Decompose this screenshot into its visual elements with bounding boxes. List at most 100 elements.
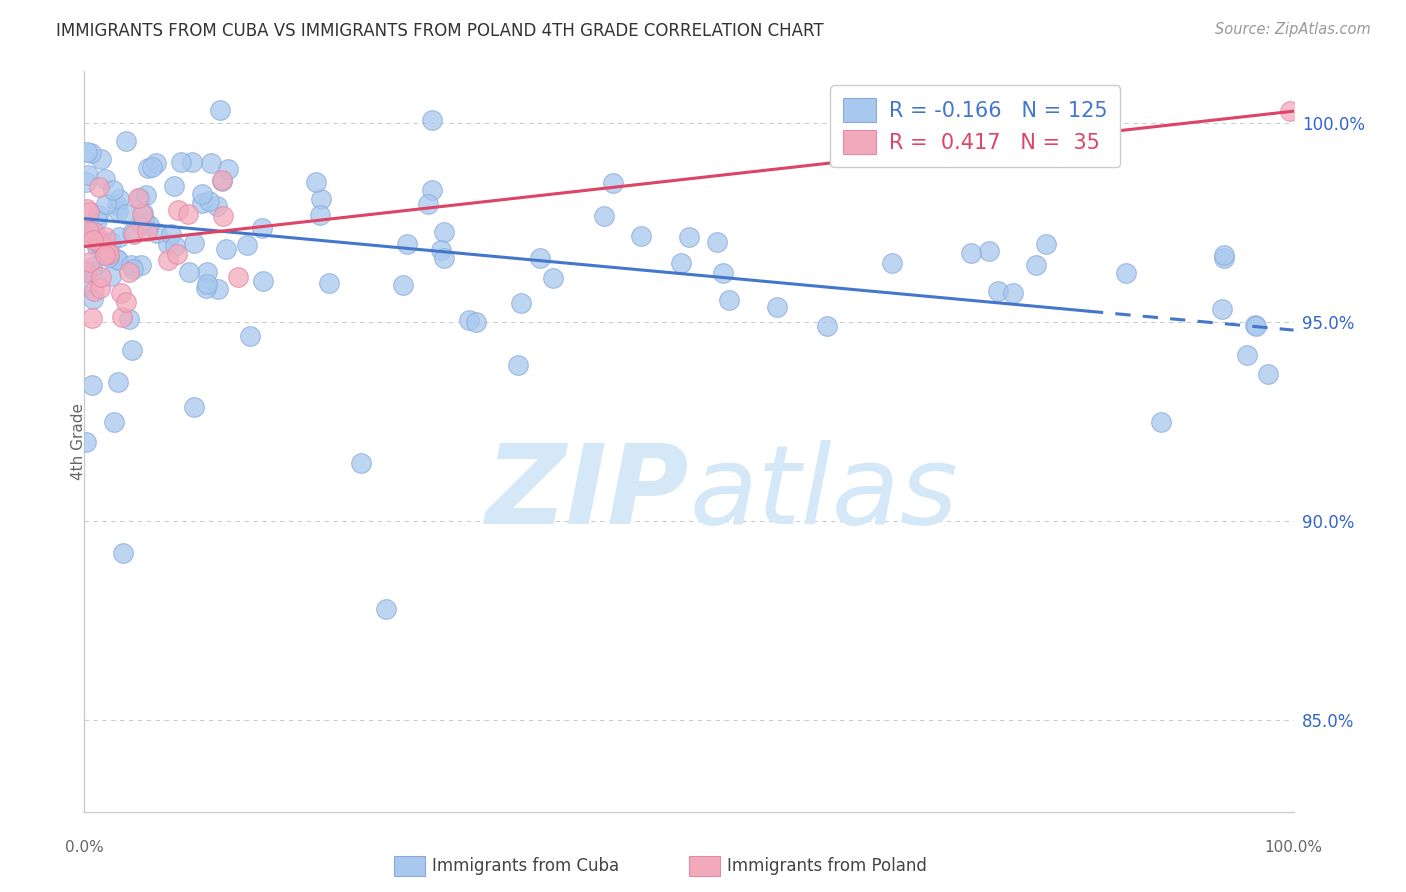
Point (181, 155, 204, 169)
Point (508, 358, 530, 372)
Point (134, 213, 156, 227)
Point (706, 235, 728, 249)
Point (678, 230, 700, 244)
Point (374, 601, 396, 615)
Point (107, 204, 129, 219)
Point (191, 187, 214, 202)
Point (183, 235, 205, 250)
Point (138, 219, 160, 233)
Point (208, 103, 231, 117)
Point (115, 134, 138, 148)
Point (250, 221, 273, 235)
Point (79, 255, 101, 269)
Point (89, 235, 111, 250)
Point (83, 285, 105, 299)
Point (217, 161, 239, 176)
Point (195, 265, 218, 279)
Point (82, 378, 104, 392)
Point (205, 199, 228, 213)
Point (195, 277, 218, 291)
Point (959, 246, 981, 260)
Point (111, 310, 134, 324)
Point (90, 153, 112, 167)
Point (79, 224, 101, 238)
Point (1257, 367, 1279, 381)
Point (630, 229, 652, 244)
Point (135, 187, 157, 202)
Point (177, 265, 200, 279)
Point (430, 243, 453, 257)
Text: 100.0%: 100.0% (1264, 840, 1323, 855)
Point (136, 161, 159, 175)
Point (160, 227, 183, 242)
Point (987, 284, 1010, 298)
Point (127, 191, 149, 205)
Point (163, 179, 186, 194)
Point (105, 252, 128, 266)
Point (200, 156, 222, 170)
Point (228, 269, 250, 284)
Point (128, 191, 150, 205)
Point (236, 238, 259, 252)
Point (717, 293, 740, 307)
Point (94, 229, 117, 244)
Point (593, 209, 616, 223)
Point (107, 253, 129, 268)
Point (391, 277, 413, 292)
Point (89, 235, 111, 249)
Point (107, 198, 129, 212)
Point (89, 281, 111, 295)
Point (350, 456, 373, 470)
Point (529, 251, 551, 265)
Point (194, 281, 217, 295)
Point (94, 172, 117, 186)
Point (80, 263, 103, 277)
Point (86, 236, 108, 251)
Point (103, 415, 125, 429)
Point (170, 155, 193, 169)
Point (211, 173, 233, 187)
Point (86, 212, 108, 227)
Point (98, 250, 121, 264)
Point (309, 208, 332, 222)
Point (215, 242, 238, 256)
Point (979, 244, 1001, 259)
Point (671, 255, 693, 269)
Point (79, 226, 101, 240)
Point (420, 183, 443, 197)
Point (94, 248, 117, 262)
Point (124, 227, 146, 242)
Point (121, 261, 143, 276)
Point (83, 226, 105, 240)
Point (86, 208, 108, 222)
Point (318, 276, 340, 290)
Point (100, 268, 122, 283)
Point (80, 260, 103, 274)
Point (1035, 236, 1057, 251)
Point (75, 175, 97, 189)
Point (82, 293, 104, 307)
Point (110, 285, 132, 300)
Point (416, 196, 439, 211)
Point (157, 253, 180, 268)
Point (1115, 266, 1137, 280)
Point (1002, 286, 1025, 301)
Point (207, 282, 229, 296)
Point (311, 192, 333, 206)
Point (97, 245, 120, 260)
Point (1025, 258, 1047, 272)
Point (94, 245, 117, 260)
Point (107, 375, 129, 389)
Point (880, 256, 903, 270)
Point (115, 294, 138, 309)
Point (1212, 248, 1234, 262)
Point (458, 312, 481, 326)
Point (191, 196, 214, 211)
Point (131, 207, 153, 221)
Point (166, 247, 188, 261)
Point (89, 235, 111, 249)
Point (211, 174, 233, 188)
Point (1212, 251, 1234, 265)
Point (131, 206, 153, 220)
Point (79, 231, 101, 245)
